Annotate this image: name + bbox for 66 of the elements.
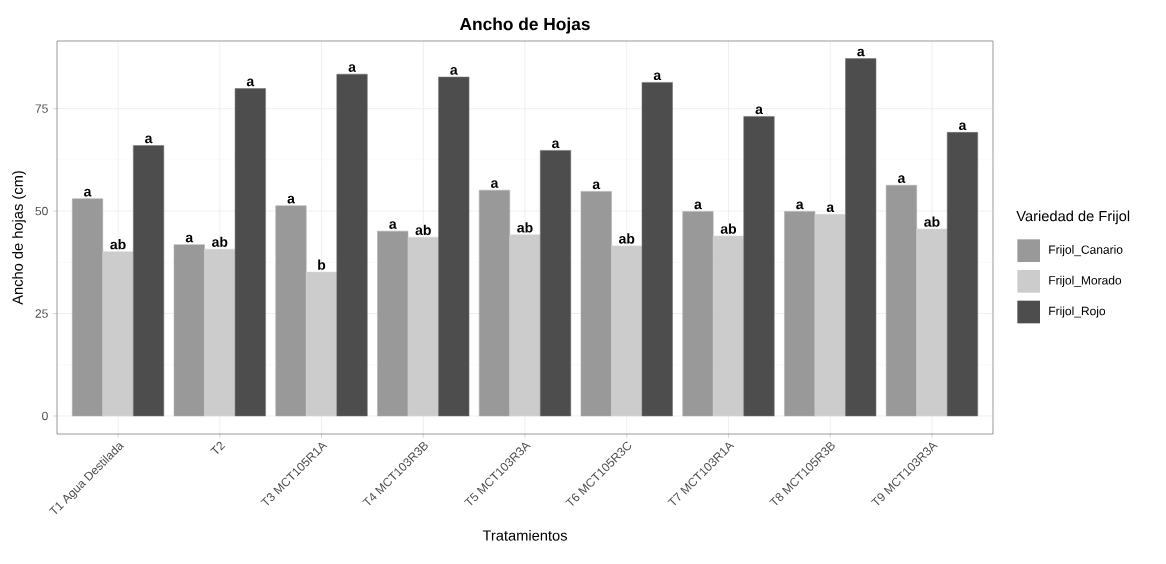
data-label: b: [318, 259, 326, 270]
data-label: ab: [618, 233, 635, 244]
data-label: a: [653, 72, 662, 81]
legend-title: Variedad de Frijol: [1016, 210, 1130, 225]
data-label: a: [145, 135, 153, 144]
data-label: a: [796, 201, 804, 210]
data-label: a: [552, 140, 560, 149]
data-label: a: [84, 188, 92, 197]
bar: [885, 184, 917, 417]
bar: [336, 73, 368, 417]
bar: [438, 76, 470, 417]
bar: [814, 214, 846, 417]
bar: [946, 132, 979, 417]
data-label: a: [755, 106, 763, 115]
data-label: ab: [415, 224, 431, 236]
bar: [682, 211, 714, 417]
bar: [478, 189, 511, 417]
bar: [71, 198, 104, 417]
data-label: a: [348, 64, 357, 72]
bar: [916, 228, 948, 417]
data-label: a: [897, 175, 906, 183]
bar: [539, 150, 572, 417]
bar: [845, 58, 877, 417]
data-label: a: [450, 67, 458, 75]
bar: [173, 244, 205, 417]
legend-label: Frijol_Rojo: [1049, 306, 1106, 318]
bar: [275, 205, 307, 417]
bar: [305, 271, 338, 417]
chart-title: Ancho de Hojas: [459, 17, 590, 34]
data-label: a: [246, 78, 255, 87]
x-axis-title: Tratamientos: [482, 529, 567, 541]
bar: [784, 211, 816, 417]
data-label: a: [389, 221, 397, 229]
data-label: a: [185, 234, 194, 243]
bar: [712, 235, 745, 417]
bar: [641, 82, 673, 417]
data-label: a: [826, 204, 835, 213]
y-tick-label: 25: [35, 309, 48, 318]
bar: [407, 237, 439, 417]
data-label: a: [959, 122, 967, 131]
x-tick-label: T2: [210, 441, 226, 454]
bar: [102, 251, 134, 417]
bar: [234, 88, 266, 417]
data-label: ab: [924, 216, 940, 227]
data-label: ab: [212, 236, 228, 247]
data-label: ab: [720, 223, 737, 234]
bar: [580, 191, 612, 417]
data-label: a: [287, 195, 295, 204]
data-label: a: [491, 180, 499, 188]
data-label: ab: [110, 239, 126, 250]
bar: [509, 234, 541, 417]
y-tick-label: 50: [35, 206, 48, 216]
legend-label: Frijol_Canario: [1049, 245, 1123, 257]
data-label: ab: [517, 222, 533, 233]
y-axis-title: Ancho de hojas (cm): [12, 171, 26, 305]
data-label: a: [694, 201, 702, 210]
data-label: a: [857, 48, 865, 57]
bar: [204, 248, 236, 417]
bar: [743, 116, 775, 417]
y-tick-label: 0: [42, 411, 48, 421]
bar: [377, 230, 409, 417]
legend-label: Frijol_Morado: [1049, 275, 1122, 287]
data-label: a: [592, 181, 601, 190]
bar: [611, 245, 643, 417]
y-tick-label: 75: [35, 104, 48, 113]
bar: [133, 145, 165, 417]
